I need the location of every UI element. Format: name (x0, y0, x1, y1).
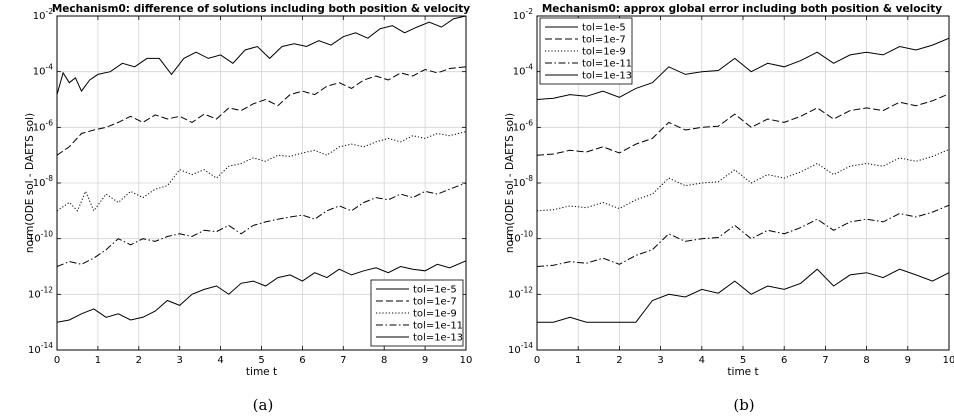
x-tick-label: 3 (657, 355, 663, 366)
chart-title: Mechanism0: difference of solutions incl… (52, 3, 470, 15)
x-axis-label: time t (727, 366, 758, 378)
x-tick-label: 7 (340, 355, 346, 366)
chart-title: Mechanism0: approx global error includin… (542, 3, 942, 15)
x-tick-label: 2 (616, 355, 622, 366)
y-tick-label: 10-4 (513, 63, 533, 78)
x-tick-label: 1 (575, 355, 581, 366)
y-axis-label: norm(ODE sol - DAETS sol) (24, 113, 36, 253)
y-tick-label: 10-10 (508, 230, 533, 245)
legend-entry-5: tol=1e-13 (582, 71, 632, 82)
y-tick-label: 10-14 (28, 341, 53, 356)
panel-caption: (b) (733, 396, 754, 414)
series-group (57, 16, 466, 323)
y-tick-label: 10-2 (513, 7, 533, 22)
x-tick-label: 6 (781, 355, 787, 366)
x-tick-label: 4 (217, 355, 223, 366)
x-tick-label: 9 (905, 355, 911, 366)
legend-entry-2: tol=1e-7 (582, 35, 626, 46)
x-tick-label: 7 (822, 355, 828, 366)
x-tick-label: 1 (95, 355, 101, 366)
x-axis-label: time t (246, 366, 277, 378)
x-tick-label: 10 (460, 355, 473, 366)
legend-entry-5: tol=1e-13 (413, 333, 463, 344)
legend-entry-3: tol=1e-9 (582, 47, 626, 58)
x-tick-label: 8 (863, 355, 869, 366)
x-tick-label: 5 (258, 355, 264, 366)
y-tick-label: 10-8 (513, 174, 533, 189)
x-tick-label: 2 (136, 355, 142, 366)
y-tick-label: 10-6 (33, 118, 53, 133)
x-tick-label: 5 (740, 355, 746, 366)
legend-entry-1: tol=1e-5 (413, 285, 457, 296)
series-line-3 (57, 131, 466, 212)
x-tick-label: 8 (381, 355, 387, 366)
panel-caption: (a) (253, 396, 274, 414)
legend-entry-4: tol=1e-11 (582, 59, 632, 70)
x-tick-label: 3 (177, 355, 183, 366)
y-tick-label: 10-14 (508, 341, 533, 356)
legend-entry-3: tol=1e-9 (413, 309, 457, 320)
legend: tol=1e-5tol=1e-7tol=1e-9tol=1e-11tol=1e-… (539, 17, 633, 85)
series-line-2 (537, 93, 949, 156)
y-tick-label: 10-10 (28, 230, 53, 245)
y-tick-label: 10-8 (33, 174, 53, 189)
x-tick-label: 6 (299, 355, 305, 366)
y-tick-label: 10-4 (33, 63, 53, 78)
chart-panel-2: 0 1 2 3 4 5 6 7 8 9 10 10-14 10-12 10-10 10-8 10-6 10-4 1… (504, 3, 954, 414)
series-line-4 (57, 182, 466, 267)
legend-entry-2: tol=1e-7 (413, 297, 457, 308)
y-tick-label: 10-6 (513, 118, 533, 133)
y-axis-label: norm(ODE sol - DAETS sol) (504, 113, 516, 253)
series-line-1 (537, 37, 949, 100)
chart-panel-1: 0 1 2 3 4 5 6 7 8 9 10 10-14 10-12 10-10 10-8 10-6 10-4 1… (24, 3, 472, 414)
legend-entry-1: tol=1e-5 (582, 23, 626, 34)
y-tick-label: 10-2 (33, 7, 53, 22)
x-tick-label: 10 (943, 355, 954, 366)
legend-entry-4: tol=1e-11 (413, 321, 463, 332)
series-line-5 (537, 268, 949, 323)
x-tick-label: 0 (534, 355, 540, 366)
x-tick-label: 9 (422, 355, 428, 366)
series-line-5 (57, 260, 466, 323)
x-tick-label: 4 (699, 355, 705, 366)
y-tick-label: 10-12 (508, 285, 533, 300)
series-line-1 (57, 16, 466, 95)
y-tick-label: 10-12 (28, 285, 53, 300)
series-group (537, 37, 949, 323)
legend: tol=1e-5tol=1e-7tol=1e-9tol=1e-11tol=1e-… (370, 279, 464, 347)
series-line-4 (537, 204, 949, 267)
x-tick-label: 0 (54, 355, 60, 366)
series-line-2 (57, 66, 466, 156)
